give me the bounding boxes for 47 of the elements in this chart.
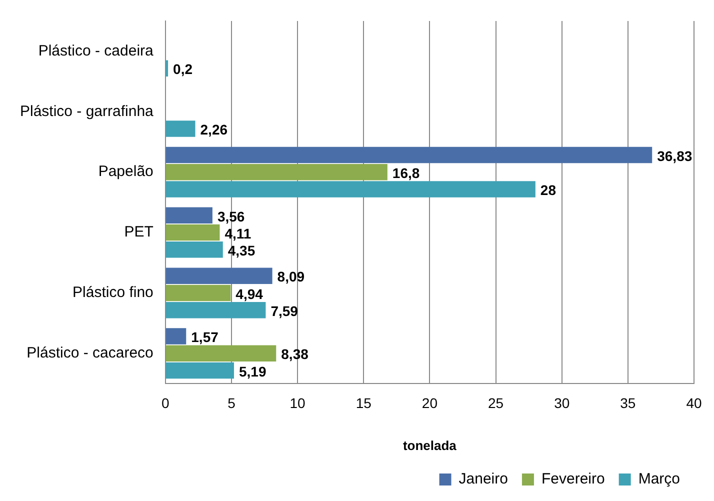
bar: [166, 207, 212, 224]
x-axis-title: tonelada: [402, 438, 458, 453]
x-tick-label: 0: [162, 394, 170, 411]
bar: [166, 268, 272, 284]
y-tick-label: Plástico - cadeira: [38, 42, 154, 60]
x-tick-label: 40: [686, 394, 702, 411]
legend-label: Fevereiro: [541, 470, 605, 488]
data-label: 4,35: [228, 242, 256, 258]
y-tick-label: Plástico fino: [72, 284, 154, 302]
data-label: 1,57: [191, 329, 219, 346]
x-tick-label: 20: [422, 394, 438, 411]
x-tick-label: 30: [554, 394, 570, 411]
bar: [166, 242, 223, 258]
bar: [166, 284, 231, 302]
data-label: 8,09: [277, 268, 305, 285]
data-label: 4,11: [224, 225, 252, 242]
data-label: 2,26: [200, 122, 228, 138]
bar: [166, 164, 388, 180]
data-label: 28: [540, 182, 556, 198]
bar: [166, 60, 168, 76]
data-label: 7,59: [270, 302, 298, 319]
bar: [166, 146, 652, 164]
bar: [166, 181, 536, 198]
legend-label: Janeiro: [458, 470, 508, 488]
bar: [166, 224, 220, 241]
data-label: 36,83: [657, 148, 692, 164]
data-label: 5,19: [238, 363, 266, 380]
bar: [166, 328, 186, 344]
x-tick-label: 25: [488, 394, 504, 411]
bar: [166, 120, 196, 137]
bar: [166, 362, 234, 379]
x-tick-label: 10: [290, 394, 306, 411]
data-label: 8,38: [281, 346, 309, 362]
data-label: 4,94: [236, 286, 264, 302]
x-tick-label: 35: [620, 394, 636, 411]
y-tick-label: Papelão: [98, 163, 154, 180]
x-tick-label: 5: [228, 394, 236, 411]
legend-label: Março: [638, 470, 680, 488]
x-tick-label: 15: [356, 394, 372, 411]
bar: [166, 345, 276, 362]
y-tick-label: Plástico - garrafinha: [20, 102, 154, 120]
data-label: 0,2: [173, 61, 193, 78]
data-label: 16,8: [392, 164, 420, 181]
data-label: 3,56: [217, 208, 245, 224]
bar: [166, 302, 266, 318]
y-tick-label: PET: [124, 224, 154, 241]
y-tick-label: Plástico - cacareco: [26, 344, 154, 362]
